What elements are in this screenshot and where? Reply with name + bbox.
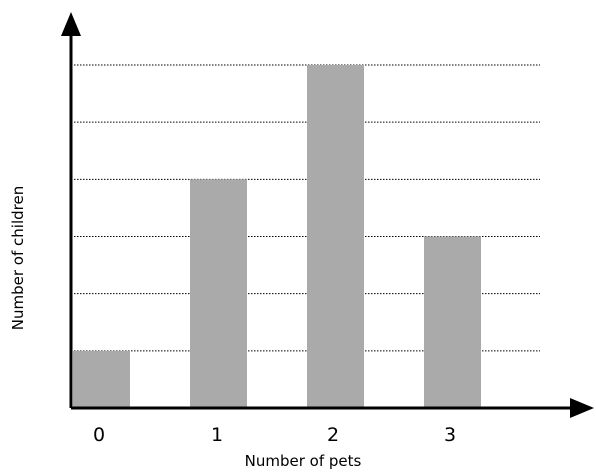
bar-1 <box>190 179 247 408</box>
x-tick-label-2: 2 <box>327 424 339 446</box>
x-tick-label-0: 0 <box>93 424 105 446</box>
x-tick-label-3: 3 <box>444 424 456 446</box>
y-axis-title: Number of children <box>9 186 27 330</box>
x-tick-labels: 0 1 2 3 <box>93 424 456 446</box>
bar-3 <box>424 236 481 408</box>
axes <box>61 12 594 418</box>
bars <box>73 65 481 408</box>
y-axis-arrowhead <box>61 12 81 36</box>
bar-0 <box>73 350 130 408</box>
x-tick-label-1: 1 <box>211 424 223 446</box>
bar-2 <box>307 65 364 408</box>
x-axis-arrowhead <box>570 398 594 418</box>
x-axis-title: Number of pets <box>245 452 362 470</box>
